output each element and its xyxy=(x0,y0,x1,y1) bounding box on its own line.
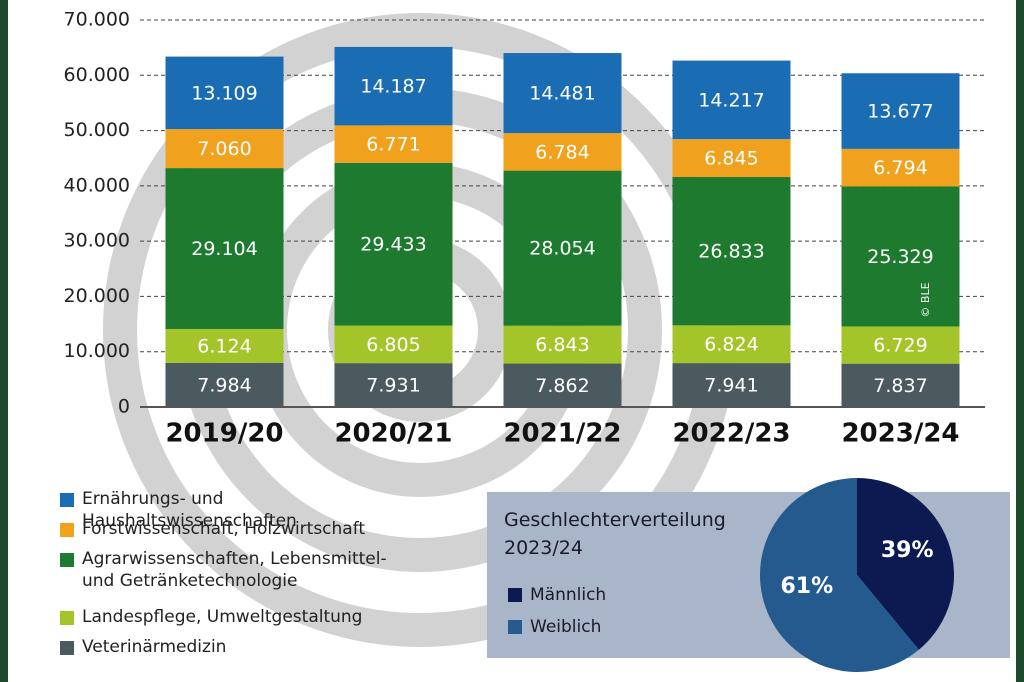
value-label: 26.833 xyxy=(698,241,764,263)
legend-label: Landespflege, Umweltgestaltung xyxy=(82,607,363,627)
value-label: 7.941 xyxy=(704,375,758,397)
value-label: 6.824 xyxy=(704,334,758,356)
legend-item: Veterinärmedizin xyxy=(82,637,227,657)
y-tick-label: 40.000 xyxy=(64,174,130,196)
pie-slice xyxy=(857,478,954,650)
value-label: 14.217 xyxy=(698,89,764,111)
value-label: 7.060 xyxy=(197,138,251,160)
x-tick-label: 2019/20 xyxy=(165,419,283,449)
bar-segment xyxy=(334,162,453,326)
value-label: 14.481 xyxy=(529,83,595,105)
y-tick-label: 70.000 xyxy=(64,9,130,31)
x-tick-label: 2020/21 xyxy=(334,419,452,449)
bar-segment xyxy=(672,363,791,407)
value-label: 6.845 xyxy=(704,148,758,170)
value-label: 6.124 xyxy=(197,335,251,357)
value-label: 29.104 xyxy=(191,238,257,260)
bar-segment xyxy=(841,186,960,327)
right-border xyxy=(1016,0,1024,682)
bar-segment xyxy=(165,329,284,363)
bar-segment xyxy=(503,53,622,134)
bar-segment xyxy=(334,325,453,364)
credit: © BLE xyxy=(919,282,932,317)
value-label: 7.984 xyxy=(197,374,251,396)
value-label: 6.729 xyxy=(873,335,927,357)
bar-segment xyxy=(165,129,284,169)
value-label: 13.677 xyxy=(867,101,933,123)
value-label: 6.794 xyxy=(873,157,927,179)
pie-title: Geschlechterverteilung 2023/24 xyxy=(504,509,726,559)
legend-swatch xyxy=(60,641,74,655)
legend-label: Veterinärmedizin xyxy=(82,637,227,657)
bar-segment xyxy=(841,363,960,407)
bar-segment xyxy=(503,325,622,364)
value-label: 6.771 xyxy=(366,134,420,156)
bar-segment xyxy=(503,170,622,326)
value-label: 7.837 xyxy=(873,375,927,397)
x-tick-label: 2022/23 xyxy=(672,419,790,449)
y-tick-label: 10.000 xyxy=(64,340,130,362)
legend-item: Landespflege, Umweltgestaltung xyxy=(82,607,363,627)
legend-label: Ernährungs- und Haushaltswissenschaften xyxy=(82,489,297,531)
value-label: 7.862 xyxy=(535,375,589,397)
bar-segment xyxy=(672,177,791,326)
bar-segment xyxy=(841,326,960,364)
value-label: 13.109 xyxy=(191,82,257,104)
bar-segment xyxy=(841,73,960,149)
value-label: 6.784 xyxy=(535,141,589,163)
y-tick-label: 30.000 xyxy=(64,230,130,252)
legend-swatch xyxy=(508,620,522,634)
bar-segment xyxy=(334,46,453,126)
bar-segment xyxy=(165,168,284,330)
value-label: 39% xyxy=(881,538,934,563)
legend-swatch xyxy=(60,493,74,507)
bar-segment xyxy=(334,125,453,163)
x-tick-label: 2021/22 xyxy=(503,419,621,449)
bar-segment xyxy=(503,133,622,171)
pie-title-text: Geschlechterverteilung 2023/24 xyxy=(504,509,726,559)
value-label: 6.805 xyxy=(366,334,420,356)
y-tick-label: 60.000 xyxy=(64,64,130,86)
bar-segment xyxy=(672,60,791,140)
legend-item: Forstwissenschaft, Holzwirtschaft xyxy=(82,519,366,539)
legend-swatch xyxy=(60,611,74,625)
value-label: 28.054 xyxy=(529,238,595,260)
legend-label: Forstwissenschaft, Holzwirtschaft xyxy=(82,519,366,539)
bar-segment xyxy=(503,363,622,407)
legend-label: Weiblich xyxy=(530,617,601,637)
y-tick-label: 0 xyxy=(118,396,130,418)
bar-segment xyxy=(672,139,791,178)
left-border xyxy=(0,0,8,682)
x-tick-label: 2023/24 xyxy=(841,419,959,449)
bar-segment xyxy=(841,148,960,187)
y-tick-label: 20.000 xyxy=(64,285,130,307)
y-tick-label: 50.000 xyxy=(64,119,130,141)
bar-segment xyxy=(165,362,284,407)
pie-slice xyxy=(759,478,919,672)
value-label: 6.843 xyxy=(535,334,589,356)
value-label: 14.187 xyxy=(360,76,426,98)
legend-swatch xyxy=(60,553,74,567)
bar-segment xyxy=(334,363,453,407)
value-label: 29.433 xyxy=(360,234,426,256)
legend-label: Männlich xyxy=(530,585,606,605)
legend-swatch xyxy=(60,523,74,537)
value-label: 25.329 xyxy=(867,246,933,268)
value-label: 61% xyxy=(780,574,833,599)
legend-item: Agrarwissenschaften, Lebensmittel- und G… xyxy=(82,549,387,591)
legend-swatch xyxy=(508,588,522,602)
legend-label: Agrarwissenschaften, Lebensmittel- und G… xyxy=(82,549,387,591)
value-label: 7.931 xyxy=(366,375,420,397)
bar-segment xyxy=(165,56,284,130)
legend-item: Ernährungs- und Haushaltswissenschaften xyxy=(82,489,297,531)
bar-segment xyxy=(672,325,791,364)
